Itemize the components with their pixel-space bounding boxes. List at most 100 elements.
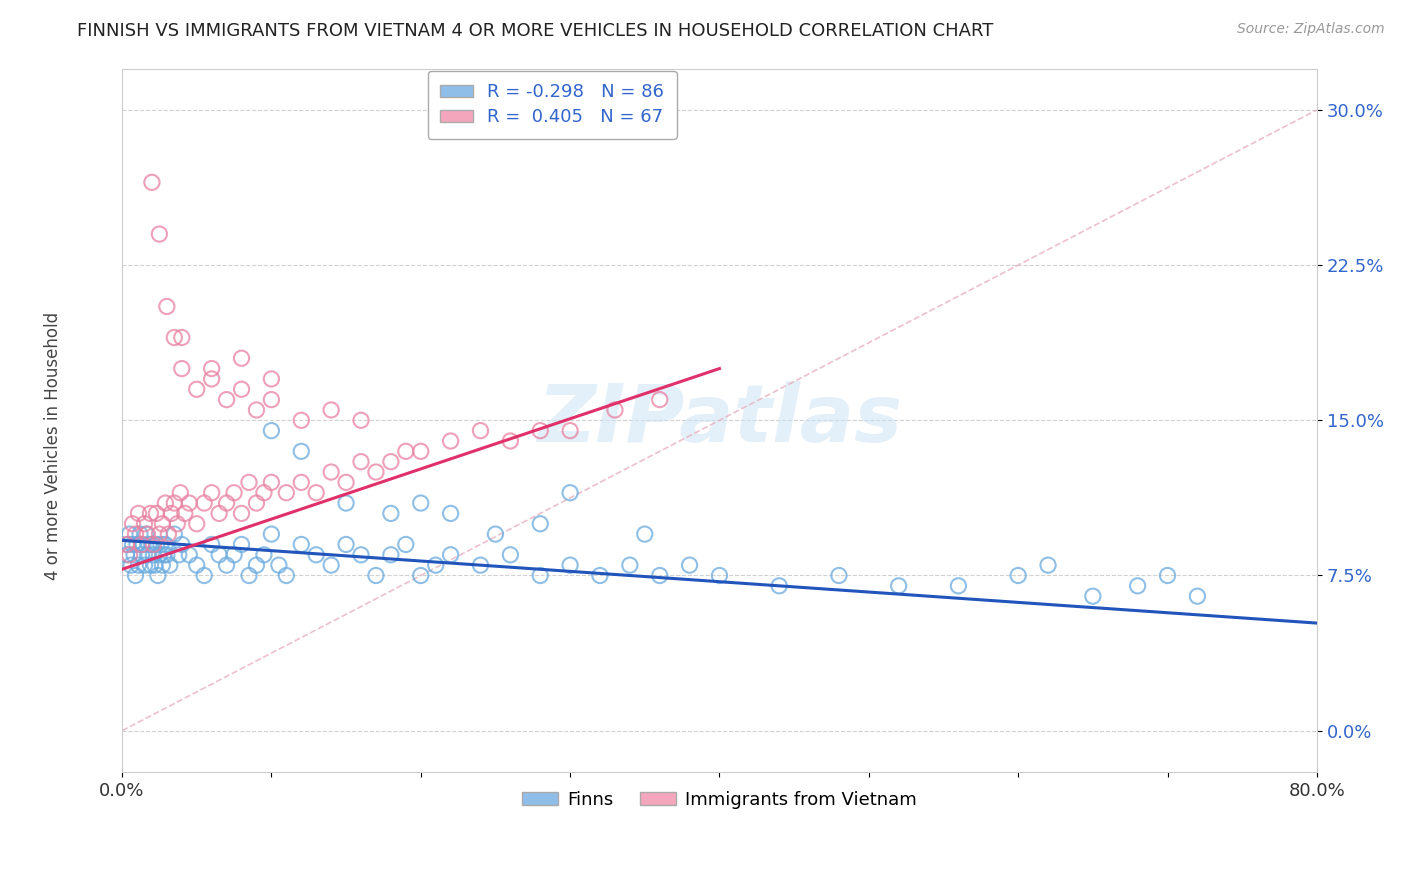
- Point: [231, 351, 253, 366]
- Point: [170, 537, 193, 551]
- Point: [290, 475, 312, 490]
- Point: [709, 568, 731, 582]
- Text: Source: ZipAtlas.com: Source: ZipAtlas.com: [1237, 22, 1385, 37]
- Point: [948, 579, 970, 593]
- Point: [260, 424, 283, 438]
- Point: [558, 558, 581, 573]
- Point: [245, 558, 267, 573]
- Point: [350, 455, 373, 469]
- Point: [260, 475, 283, 490]
- Point: [208, 507, 231, 521]
- Point: [470, 558, 492, 573]
- Point: [215, 392, 238, 407]
- Point: [1081, 589, 1104, 603]
- Point: [335, 475, 357, 490]
- Point: [127, 507, 149, 521]
- Point: [145, 537, 167, 551]
- Point: [350, 413, 373, 427]
- Point: [499, 548, 522, 562]
- Point: [321, 403, 343, 417]
- Point: [305, 485, 328, 500]
- Point: [134, 558, 156, 573]
- Point: [529, 568, 551, 582]
- Point: [484, 527, 506, 541]
- Point: [118, 527, 141, 541]
- Point: [350, 548, 373, 562]
- Point: [828, 568, 851, 582]
- Point: [260, 527, 283, 541]
- Point: [163, 330, 186, 344]
- Point: [529, 424, 551, 438]
- Point: [409, 496, 432, 510]
- Point: [127, 558, 149, 573]
- Point: [380, 455, 402, 469]
- Point: [619, 558, 641, 573]
- Point: [1007, 568, 1029, 582]
- Point: [121, 537, 143, 551]
- Point: [136, 548, 159, 562]
- Point: [138, 537, 160, 551]
- Point: [173, 507, 195, 521]
- Point: [159, 558, 181, 573]
- Point: [380, 548, 402, 562]
- Point: [139, 558, 162, 573]
- Point: [440, 507, 463, 521]
- Point: [134, 516, 156, 531]
- Point: [186, 516, 208, 531]
- Point: [395, 537, 418, 551]
- Point: [380, 507, 402, 521]
- Point: [149, 537, 172, 551]
- Point: [193, 568, 215, 582]
- Point: [305, 548, 328, 562]
- Point: [193, 496, 215, 510]
- Point: [634, 527, 657, 541]
- Point: [125, 537, 148, 551]
- Point: [231, 537, 253, 551]
- Point: [141, 175, 163, 189]
- Point: [678, 558, 700, 573]
- Point: [156, 300, 179, 314]
- Point: [267, 558, 290, 573]
- Point: [1126, 579, 1149, 593]
- Point: [129, 527, 152, 541]
- Point: [648, 568, 671, 582]
- Point: [142, 548, 165, 562]
- Point: [121, 516, 143, 531]
- Point: [364, 465, 387, 479]
- Point: [409, 444, 432, 458]
- Point: [201, 361, 224, 376]
- Point: [887, 579, 910, 593]
- Text: FINNISH VS IMMIGRANTS FROM VIETNAM 4 OR MORE VEHICLES IN HOUSEHOLD CORRELATION C: FINNISH VS IMMIGRANTS FROM VIETNAM 4 OR …: [77, 22, 994, 40]
- Point: [260, 392, 283, 407]
- Point: [1156, 568, 1178, 582]
- Point: [142, 537, 165, 551]
- Point: [186, 558, 208, 573]
- Point: [148, 548, 170, 562]
- Point: [215, 558, 238, 573]
- Point: [131, 548, 153, 562]
- Point: [238, 568, 260, 582]
- Point: [253, 548, 276, 562]
- Point: [321, 465, 343, 479]
- Point: [245, 403, 267, 417]
- Point: [201, 537, 224, 551]
- Point: [153, 548, 176, 562]
- Point: [150, 516, 173, 531]
- Point: [558, 424, 581, 438]
- Point: [201, 485, 224, 500]
- Point: [170, 330, 193, 344]
- Point: [1036, 558, 1059, 573]
- Point: [409, 568, 432, 582]
- Point: [470, 424, 492, 438]
- Point: [201, 372, 224, 386]
- Point: [122, 548, 145, 562]
- Point: [170, 361, 193, 376]
- Point: [131, 537, 153, 551]
- Point: [499, 434, 522, 448]
- Point: [768, 579, 790, 593]
- Point: [143, 558, 166, 573]
- Legend: Finns, Immigrants from Vietnam: Finns, Immigrants from Vietnam: [515, 783, 924, 816]
- Point: [231, 507, 253, 521]
- Point: [132, 537, 155, 551]
- Point: [136, 527, 159, 541]
